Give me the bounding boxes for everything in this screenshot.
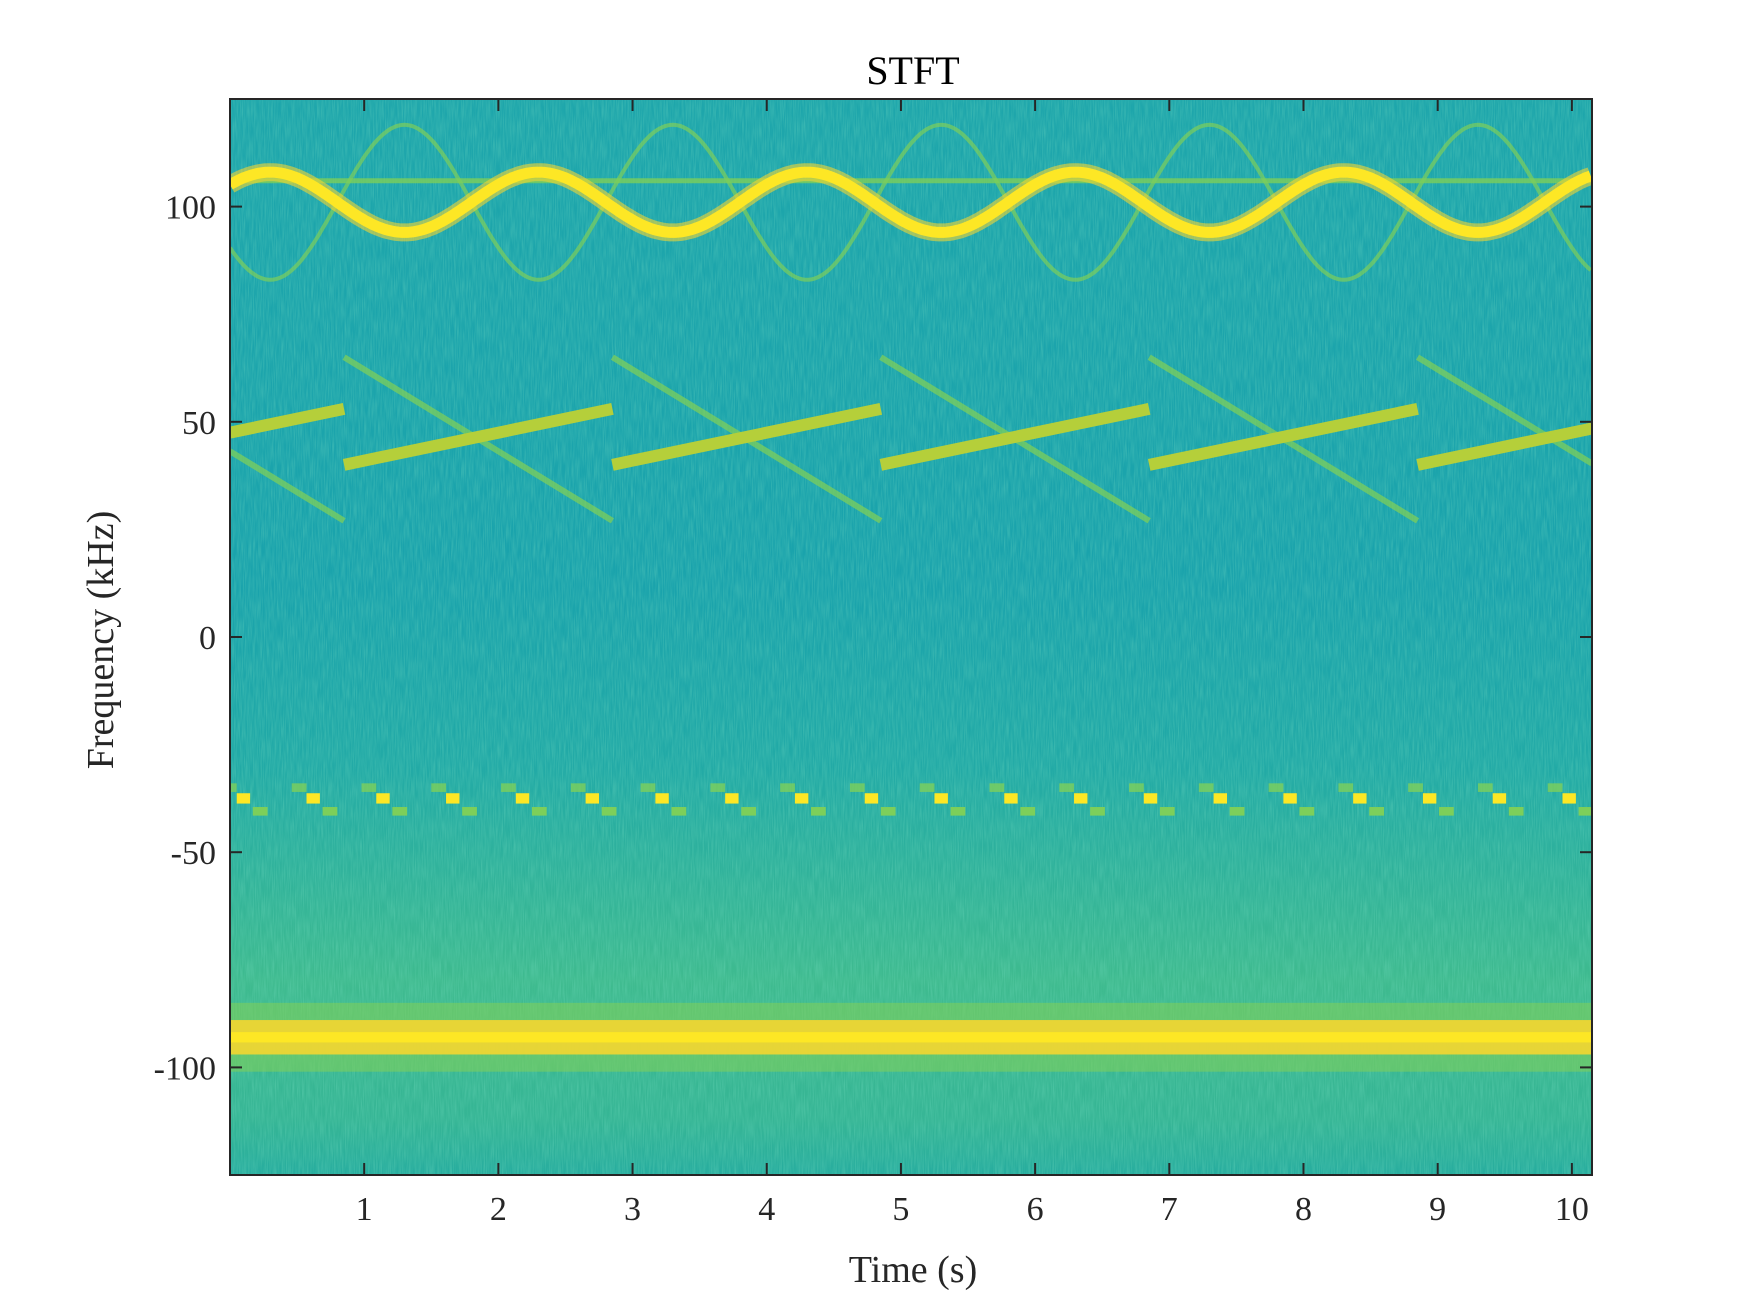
y-tick-label: -100 <box>154 1050 216 1087</box>
fsk-high-burst <box>1562 793 1576 804</box>
fm-echo-line <box>230 122 1592 282</box>
fsk-low-burst <box>392 807 408 816</box>
fsk-high-tail <box>640 783 656 792</box>
x-tick-label: 2 <box>490 1191 507 1228</box>
fsk-low-burst <box>741 807 757 816</box>
up-chirp-segment <box>879 403 1151 471</box>
fsk-high-tail <box>1547 783 1563 792</box>
fsk-low-burst <box>1090 807 1105 816</box>
fsk-high-tail <box>710 783 726 792</box>
fsk-high-tail <box>849 783 865 792</box>
fsk-high-tail <box>570 783 586 792</box>
fsk-high-burst <box>306 793 320 804</box>
spectrogram-noise <box>230 99 1592 1175</box>
fsk-high-burst <box>934 793 948 804</box>
fsk-high-burst <box>725 793 739 804</box>
y-tick-label: 100 <box>165 190 216 227</box>
fsk-high-burst <box>1353 793 1367 804</box>
fsk-high-tail <box>1268 783 1284 792</box>
x-tick-label: 4 <box>758 1191 775 1228</box>
fsk-low-burst <box>880 807 896 816</box>
fsk-low-burst <box>1508 807 1524 816</box>
fsk-low-burst <box>1159 807 1175 816</box>
fsk-high-tail <box>1338 783 1354 792</box>
fsk-high-tail <box>501 783 516 792</box>
x-tick-label: 5 <box>892 1191 909 1228</box>
up-chirp-segment <box>1147 403 1419 471</box>
fsk-low-burst <box>252 807 268 816</box>
up-chirp-segment <box>611 403 883 471</box>
fsk-high-burst <box>1492 793 1507 804</box>
fsk-low-burst <box>950 807 966 816</box>
up-chirp-segment <box>342 403 614 471</box>
down-chirp-segment <box>1415 354 1592 467</box>
x-tick-label: 8 <box>1295 1191 1312 1228</box>
fsk-high-tail <box>1408 783 1423 792</box>
fsk-low-burst <box>1229 807 1245 816</box>
x-tick-label: 6 <box>1027 1191 1044 1228</box>
x-tick-label: 3 <box>624 1191 641 1228</box>
fsk-high-burst <box>1213 793 1228 804</box>
fsk-high-tail <box>1477 783 1493 792</box>
fsk-high-burst <box>1143 793 1158 804</box>
fsk-high-burst <box>376 793 390 804</box>
fsk-high-tail <box>989 783 1005 792</box>
fsk-high-burst <box>446 793 460 804</box>
fsk-high-burst <box>864 793 879 804</box>
fsk-low-burst <box>531 807 547 816</box>
fsk-high-tail <box>230 783 237 792</box>
fsk-high-burst <box>1074 793 1088 804</box>
spectrogram-components <box>230 122 1592 1072</box>
fsk-high-tail <box>1059 783 1075 792</box>
y-tick-label: 50 <box>182 405 216 442</box>
fsk-low-burst <box>462 807 477 816</box>
fsk-high-burst <box>655 793 669 804</box>
fsk-high-tail <box>431 783 447 792</box>
fsk-low-burst <box>1369 807 1385 816</box>
fsk-high-tail <box>291 783 307 792</box>
fsk-low-burst <box>1578 807 1592 816</box>
fsk-low-burst <box>601 807 617 816</box>
fsk-low-burst <box>811 807 826 816</box>
fsk-high-tail <box>780 783 795 792</box>
fsk-high-tail <box>919 783 935 792</box>
y-axis-label: Frequency (kHz) <box>80 511 122 770</box>
fsk-high-burst <box>1283 793 1297 804</box>
y-tick-label: 0 <box>199 620 216 657</box>
fsk-low-burst <box>1439 807 1454 816</box>
fsk-high-burst <box>1422 793 1437 804</box>
noise-band-core <box>230 1032 1592 1043</box>
fsk-low-burst <box>322 807 338 816</box>
y-tick-label: -50 <box>171 835 216 872</box>
fsk-high-tail <box>361 783 377 792</box>
x-tick-label: 9 <box>1429 1191 1446 1228</box>
fsk-high-tail <box>1198 783 1214 792</box>
up-chirp-segment <box>230 403 346 439</box>
x-axis-ticks: 1 2 3 4 5 6 7 8 9 10 <box>356 99 1589 1228</box>
up-chirp-segment <box>1416 422 1592 471</box>
x-tick-label: 1 <box>356 1191 373 1228</box>
chart-title: STFT <box>866 48 959 93</box>
x-axis-label: Time (s) <box>849 1249 977 1291</box>
fsk-low-burst <box>671 807 687 816</box>
fsk-high-burst <box>236 793 251 804</box>
fsk-high-burst <box>515 793 530 804</box>
fsk-low-burst <box>1020 807 1036 816</box>
fsk-high-tail <box>1129 783 1144 792</box>
fm-tone-line <box>230 166 1592 238</box>
down-chirp-segment <box>230 448 346 524</box>
y-axis-ticks: 100 50 0 -50 -100 <box>154 190 1592 1087</box>
x-tick-label: 10 <box>1555 1191 1589 1228</box>
x-tick-label: 7 <box>1161 1191 1178 1228</box>
fsk-low-burst <box>1299 807 1315 816</box>
fsk-high-burst <box>585 793 600 804</box>
fsk-high-burst <box>1004 793 1018 804</box>
fsk-high-burst <box>794 793 809 804</box>
plot-area <box>230 99 1592 1175</box>
